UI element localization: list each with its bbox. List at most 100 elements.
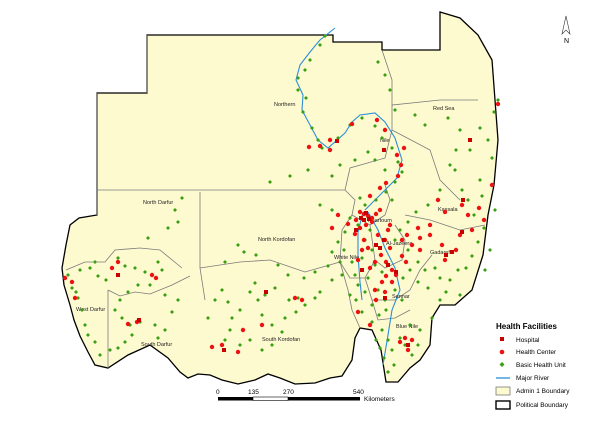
hospital-marker: [382, 148, 386, 152]
health-center-marker: [481, 217, 487, 223]
basic-health-unit-marker: [318, 203, 322, 207]
health-center-marker: [149, 272, 155, 278]
health-center-marker: [399, 237, 405, 243]
basic-health-unit-marker: [414, 210, 418, 214]
boundary-west-darfur-split: [107, 275, 191, 297]
health-center-marker: [379, 279, 385, 285]
basic-health-unit-marker: [236, 243, 240, 247]
basic-health-unit-marker: [460, 188, 464, 192]
health-center-marker: [153, 275, 159, 281]
basic-health-unit-marker: [393, 180, 397, 184]
region-label: Khartoum: [368, 218, 392, 224]
basic-health-unit-marker: [380, 270, 384, 274]
basic-health-unit-marker: [393, 288, 397, 292]
basic-health-unit-markers: [66, 34, 500, 374]
basic-health-unit-marker: [116, 256, 120, 260]
basic-health-unit-marker: [108, 348, 112, 352]
basic-health-unit-marker: [396, 160, 400, 164]
region-label: North Kordofan: [258, 237, 295, 243]
basic-health-unit-marker: [93, 340, 97, 344]
basic-health-unit-marker: [166, 226, 170, 230]
basic-health-unit-marker: [483, 268, 487, 272]
basic-health-unit-marker: [386, 338, 390, 342]
basic-health-unit-marker: [176, 298, 180, 302]
basic-health-unit-marker: [356, 283, 360, 287]
health-center-marker: [417, 247, 423, 253]
health-center-marker: [375, 232, 381, 238]
health-center-marker: [427, 222, 433, 228]
health-center-marker: [335, 212, 341, 218]
scale-segment: [252, 396, 289, 401]
health-center-marker: [404, 232, 410, 238]
basic-health-unit-marker: [286, 273, 290, 277]
health-center-marker: [435, 197, 441, 203]
basic-health-unit-marker: [390, 348, 394, 352]
health-center-marker: [115, 259, 121, 265]
basic-health-unit-marker: [330, 208, 334, 212]
health-center-marker: [345, 221, 351, 227]
hospital-marker: [406, 343, 410, 347]
basic-health-unit-marker: [176, 220, 180, 224]
basic-health-unit-marker: [376, 288, 380, 292]
region-label: West Darfur: [76, 307, 105, 313]
basic-health-unit-marker: [206, 316, 210, 320]
basic-health-unit-marker: [338, 163, 342, 167]
basic-health-unit-marker: [390, 146, 394, 150]
basic-health-unit-marker: [360, 256, 364, 260]
hospital-marker: [354, 228, 358, 232]
hospital-marker: [383, 296, 387, 300]
basic-health-unit-marker: [410, 353, 414, 357]
north-arrow-label: N: [564, 38, 569, 45]
health-center-marker: [417, 235, 423, 241]
basic-health-unit-marker: [368, 228, 372, 232]
basic-health-unit-marker: [370, 320, 374, 324]
health-center-marker: [327, 137, 333, 143]
region-label: Blue Nile: [396, 324, 418, 330]
basic-health-unit-marker: [388, 88, 392, 92]
basic-health-unit-marker: [430, 316, 434, 320]
health-center-marker: [389, 279, 395, 285]
hospital-marker: [374, 243, 378, 247]
boundary-kordofan-ns: [199, 259, 341, 273]
hospital-marker: [116, 273, 120, 277]
health-center-marker: [125, 321, 131, 327]
basic-health-unit-marker: [383, 73, 387, 77]
basic-health-unit-marker: [330, 250, 334, 254]
basic-health-unit-marker: [330, 278, 334, 282]
basic-health-unit-marker: [353, 158, 357, 162]
basic-health-unit-marker: [343, 230, 347, 234]
north-arrow-icon: [561, 15, 571, 35]
basic-health-unit-marker: [433, 266, 437, 270]
region-label: Red Sea: [433, 106, 455, 112]
hospital-marker: [137, 318, 141, 322]
basic-health-unit-marker: [336, 240, 340, 244]
basic-health-unit-marker: [288, 174, 292, 178]
basic-health-unit-marker: [130, 333, 134, 337]
basic-health-unit-marker: [363, 203, 367, 207]
basic-health-unit-marker: [308, 58, 312, 62]
basic-health-unit-marker: [120, 316, 124, 320]
hospital-symbol-icon: [500, 337, 504, 341]
basic-health-unit-marker: [223, 338, 227, 342]
legend-item-label: Major River: [516, 375, 550, 382]
basic-health-unit-marker: [220, 288, 224, 292]
basic-health-unit-marker: [230, 316, 234, 320]
health-center-marker: [259, 322, 265, 328]
basic-health-unit-marker: [466, 198, 470, 202]
health-center-marker: [382, 127, 388, 133]
health-center-marker: [329, 225, 335, 231]
basic-health-unit-marker: [360, 310, 364, 314]
health-center-marker: [389, 267, 395, 273]
basic-health-unit-marker: [490, 156, 494, 160]
health-center-marker: [401, 145, 407, 151]
region-labels: Northern Red Sea Nile North Darfur North…: [76, 102, 459, 348]
basic-health-unit-marker: [353, 273, 357, 277]
basic-health-unit-marker: [448, 278, 452, 282]
region-label: Sennar: [392, 294, 410, 300]
basic-health-unit-marker: [438, 276, 442, 280]
health-center-marker: [439, 242, 445, 248]
basic-health-unit-marker: [226, 300, 230, 304]
health-center-marker: [372, 287, 378, 293]
hospital-marker: [461, 198, 465, 202]
